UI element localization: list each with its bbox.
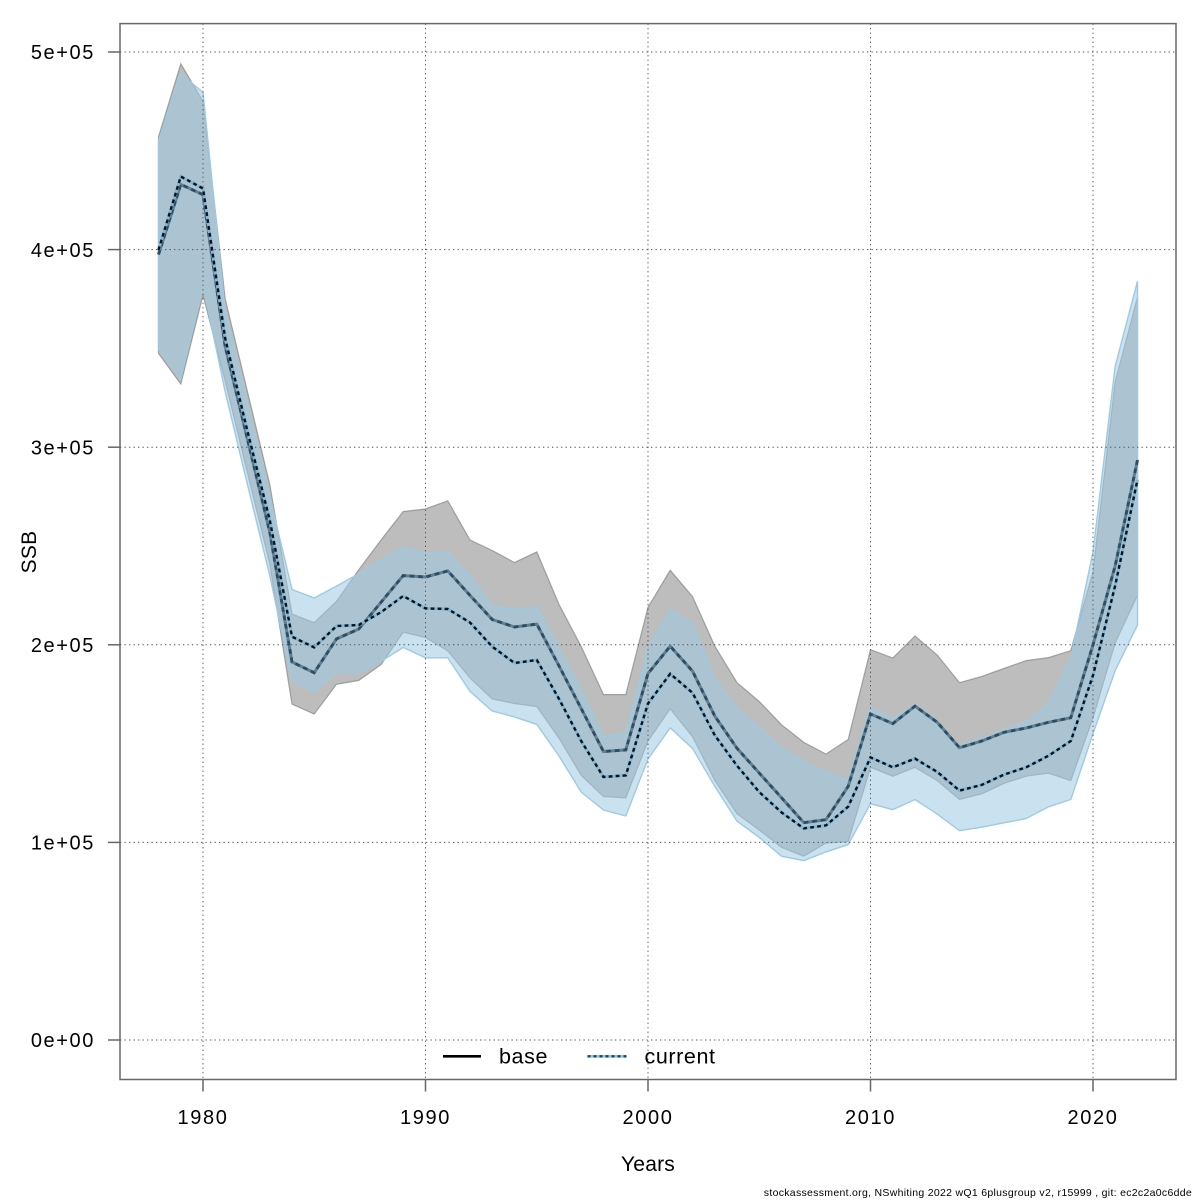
svg-text:2020: 2020 — [1068, 1107, 1119, 1129]
svg-text:1e+05: 1e+05 — [31, 833, 95, 855]
svg-text:Years: Years — [621, 1153, 675, 1176]
svg-text:3e+05: 3e+05 — [31, 437, 95, 459]
svg-text:4e+05: 4e+05 — [31, 240, 95, 262]
svg-text:1980: 1980 — [178, 1107, 229, 1129]
svg-text:stockassessment.org, NSwhiting: stockassessment.org, NSwhiting 2022 wQ1 … — [764, 1187, 1192, 1199]
svg-text:SSB: SSB — [18, 531, 41, 574]
svg-text:2010: 2010 — [845, 1107, 896, 1129]
svg-text:1990: 1990 — [400, 1107, 451, 1129]
svg-text:2e+05: 2e+05 — [31, 635, 95, 657]
svg-text:5e+05: 5e+05 — [31, 42, 95, 64]
svg-text:0e+00: 0e+00 — [31, 1030, 95, 1052]
svg-text:current: current — [645, 1045, 716, 1069]
svg-text:base: base — [499, 1045, 548, 1069]
svg-text:2000: 2000 — [623, 1107, 674, 1129]
